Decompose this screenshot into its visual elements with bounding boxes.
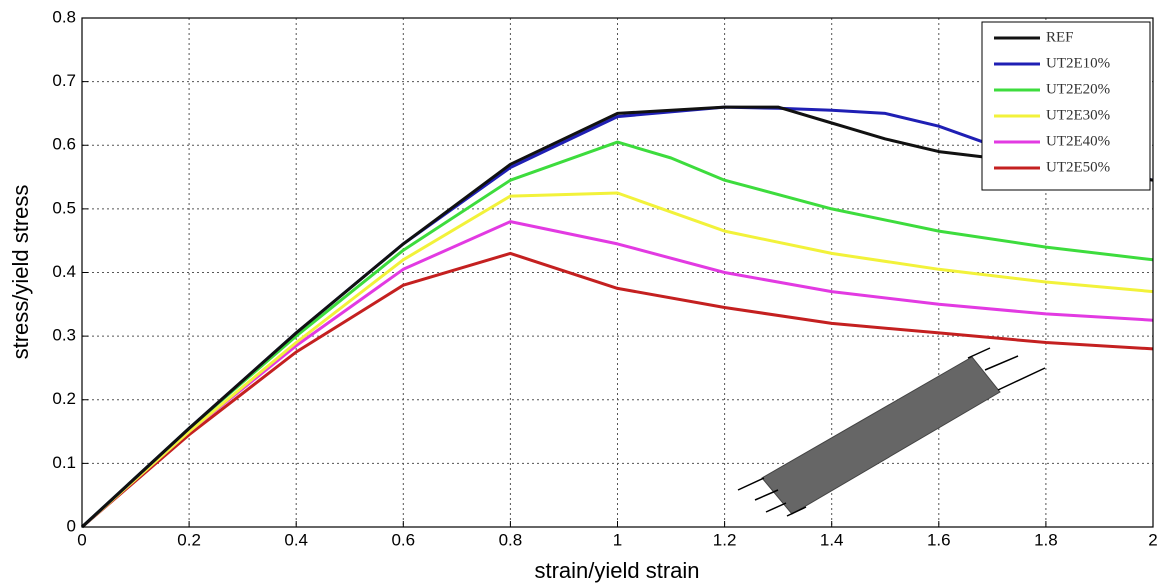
- y-tick-label: 0.1: [52, 453, 76, 472]
- y-tick-label: 0.4: [52, 262, 76, 281]
- legend-box: [981, 21, 1151, 191]
- x-tick-label: 0.6: [391, 530, 415, 549]
- legend-label: REF: [1046, 29, 1074, 45]
- x-tick-label: 1.8: [1034, 530, 1058, 549]
- x-tick-label: 0.8: [499, 530, 523, 549]
- legend-label: UT2E40%: [1046, 133, 1110, 149]
- x-tick-label: 1.6: [927, 530, 951, 549]
- y-tick-label: 0.7: [52, 71, 76, 90]
- legend-label: UT2E50%: [1046, 159, 1110, 175]
- legend-label: UT2E10%: [1046, 55, 1110, 71]
- x-tick-label: 2: [1148, 530, 1157, 549]
- y-axis-title: stress/yield stress: [8, 185, 33, 360]
- y-tick-label: 0.6: [52, 135, 76, 154]
- y-tick-label: 0: [67, 516, 76, 535]
- x-tick-label: 1: [613, 530, 622, 549]
- legend-label: UT2E30%: [1046, 107, 1110, 123]
- legend-label: UT2E20%: [1046, 81, 1110, 97]
- x-tick-label: 1.4: [820, 530, 844, 549]
- x-tick-label: 0: [77, 530, 86, 549]
- legend: REF UT2E10% UT2E20% UT2E30% UT2E40% UT2E50%: [981, 21, 1151, 191]
- y-tick-label: 0.3: [52, 326, 76, 345]
- plot-frame: [81, 17, 1154, 528]
- y-tick-label: 0.5: [52, 198, 76, 217]
- series-line: [81, 191, 1154, 529]
- series-line: [81, 220, 1154, 529]
- series-line: [81, 251, 1154, 529]
- y-tick-label: 0.8: [52, 7, 76, 26]
- specimen-inset: [737, 347, 1046, 517]
- x-tick-label: 1.2: [713, 530, 737, 549]
- x-tick-label: 0.4: [284, 530, 308, 549]
- x-tick-label: 0.2: [177, 530, 201, 549]
- y-tick-label: 0.2: [52, 389, 76, 408]
- series-line: [80, 140, 1154, 529]
- x-axis-title: strain/yield strain: [534, 558, 699, 583]
